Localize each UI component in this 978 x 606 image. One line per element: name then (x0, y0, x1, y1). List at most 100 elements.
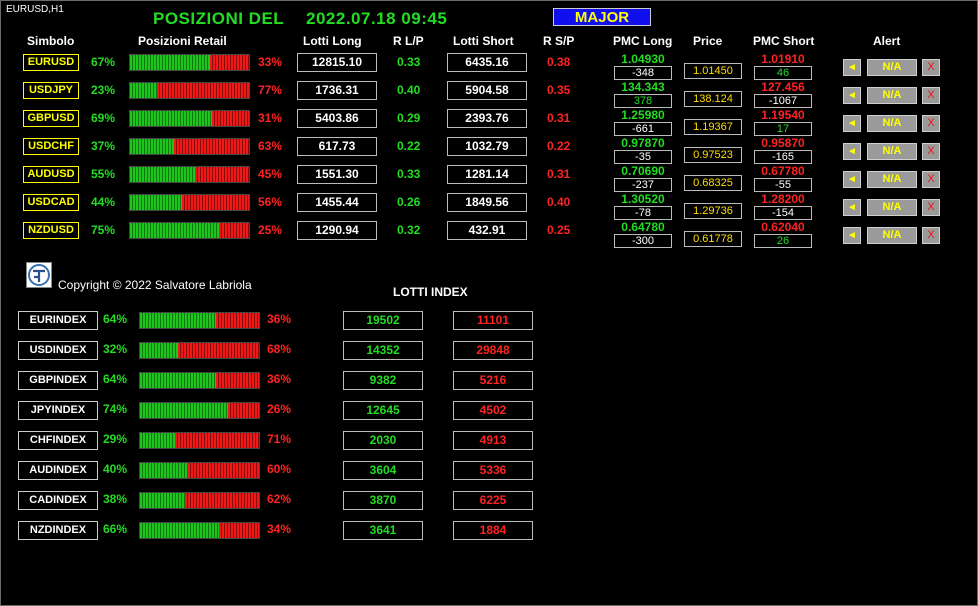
alert-status-button[interactable]: N/A (867, 115, 917, 132)
long-percentage: 69% (91, 111, 116, 125)
long-percentage: 55% (91, 167, 116, 181)
page-title-datetime: 2022.07.18 09:45 (306, 9, 448, 28)
price-value: 138.124 (684, 91, 742, 107)
pmc-short-diff: -154 (754, 206, 812, 220)
alert-status-button[interactable]: N/A (867, 227, 917, 244)
price-value: 1.29736 (684, 203, 742, 219)
copyright-text: Copyright © 2022 Salvatore Labriola (58, 278, 252, 292)
alert-bell-icon[interactable]: ◄ (843, 59, 861, 76)
close-icon[interactable]: X (922, 87, 940, 104)
index-name[interactable]: NZDINDEX (18, 521, 98, 540)
index-lotti-short: 11101 (453, 311, 533, 330)
r-lp-value: 0.29 (397, 111, 421, 125)
pair-symbol[interactable]: USDCHF (23, 138, 79, 155)
header-r-sp: R S/P (543, 34, 575, 48)
long-percentage: 37% (91, 139, 116, 153)
index-lotti-long: 19502 (343, 311, 423, 330)
long-bar-fill (130, 111, 213, 126)
pmc-short-diff: -1067 (754, 94, 812, 108)
close-icon[interactable]: X (922, 59, 940, 76)
close-icon[interactable]: X (922, 115, 940, 132)
retail-position-bar (129, 110, 250, 127)
price-value: 1.19367 (684, 119, 742, 135)
index-lotti-short: 4502 (453, 401, 533, 420)
index-name[interactable]: USDINDEX (18, 341, 98, 360)
r-lp-value: 0.26 (397, 195, 421, 209)
retail-position-bar (129, 82, 250, 99)
index-name[interactable]: GBPINDEX (18, 371, 98, 390)
alert-status-button[interactable]: N/A (867, 59, 917, 76)
alert-status-button[interactable]: N/A (867, 143, 917, 160)
close-icon[interactable]: X (922, 227, 940, 244)
index-name[interactable]: CADINDEX (18, 491, 98, 510)
r-sp-value: 0.25 (547, 223, 571, 237)
index-name[interactable]: AUDINDEX (18, 461, 98, 480)
index-position-bar (139, 372, 260, 389)
pmc-short-value: 0.62040 (761, 220, 805, 234)
short-bar-fill (178, 343, 259, 358)
index-short-percentage: 34% (267, 522, 292, 536)
header-r-lp: R L/P (393, 34, 424, 48)
index-lotti-long: 2030 (343, 431, 423, 450)
r-sp-value: 0.38 (547, 55, 571, 69)
alert-status-button[interactable]: N/A (867, 87, 917, 104)
pmc-short-value: 0.67780 (761, 164, 805, 178)
header-price: Price (693, 34, 723, 48)
close-icon[interactable]: X (922, 143, 940, 160)
close-icon[interactable]: X (922, 171, 940, 188)
pair-symbol[interactable]: AUDUSD (23, 166, 79, 183)
alert-bell-icon[interactable]: ◄ (843, 115, 861, 132)
alert-status-button[interactable]: N/A (867, 199, 917, 216)
index-long-percentage: 32% (103, 342, 128, 356)
short-percentage: 33% (258, 55, 283, 69)
pmc-long-diff: -348 (614, 66, 672, 80)
lotti-short-value: 2393.76 (447, 109, 527, 128)
long-percentage: 75% (91, 223, 116, 237)
major-button[interactable]: MAJOR (553, 8, 651, 26)
index-position-bar (139, 342, 260, 359)
price-value: 0.97523 (684, 147, 742, 163)
header-lotti-long: Lotti Long (303, 34, 362, 48)
short-bar-fill (212, 111, 249, 126)
pair-symbol[interactable]: NZDUSD (23, 222, 79, 239)
header-pmc-long: PMC Long (613, 34, 673, 48)
index-lotti-long: 12645 (343, 401, 423, 420)
lotti-long-value: 1290.94 (297, 221, 377, 240)
index-name[interactable]: JPYINDEX (18, 401, 98, 420)
alert-status-button[interactable]: N/A (867, 171, 917, 188)
index-lotti-long: 3604 (343, 461, 423, 480)
pmc-short-value: 1.19540 (761, 108, 805, 122)
alert-bell-icon[interactable]: ◄ (843, 87, 861, 104)
index-lotti-short: 5336 (453, 461, 533, 480)
short-bar-fill (216, 313, 259, 328)
retail-position-bar (129, 138, 250, 155)
lotti-long-value: 12815.10 (297, 53, 377, 72)
pmc-long-diff: -661 (614, 122, 672, 136)
alert-bell-icon[interactable]: ◄ (843, 199, 861, 216)
pair-symbol[interactable]: EURUSD (23, 54, 79, 71)
index-position-bar (139, 312, 260, 329)
alert-bell-icon[interactable]: ◄ (843, 171, 861, 188)
short-bar-fill (216, 373, 259, 388)
long-bar-fill (130, 139, 175, 154)
alert-bell-icon[interactable]: ◄ (843, 143, 861, 160)
pmc-long-diff: 378 (614, 94, 672, 108)
pair-symbol[interactable]: USDCAD (23, 194, 79, 211)
pair-symbol[interactable]: GBPUSD (23, 110, 79, 127)
index-name[interactable]: CHFINDEX (18, 431, 98, 450)
index-lotti-long: 14352 (343, 341, 423, 360)
pair-symbol[interactable]: USDJPY (23, 82, 79, 99)
index-name[interactable]: EURINDEX (18, 311, 98, 330)
alert-bell-icon[interactable]: ◄ (843, 227, 861, 244)
lotti-short-value: 1032.79 (447, 137, 527, 156)
pmc-short-diff: -165 (754, 150, 812, 164)
pmc-long-value: 0.64780 (621, 220, 665, 234)
short-percentage: 77% (258, 83, 283, 97)
r-sp-value: 0.31 (547, 111, 571, 125)
long-bar-fill (140, 403, 229, 418)
price-value: 1.01450 (684, 63, 742, 79)
header-lotti-short: Lotti Short (453, 34, 514, 48)
short-bar-fill (218, 523, 259, 538)
close-icon[interactable]: X (922, 199, 940, 216)
index-lotti-short: 6225 (453, 491, 533, 510)
